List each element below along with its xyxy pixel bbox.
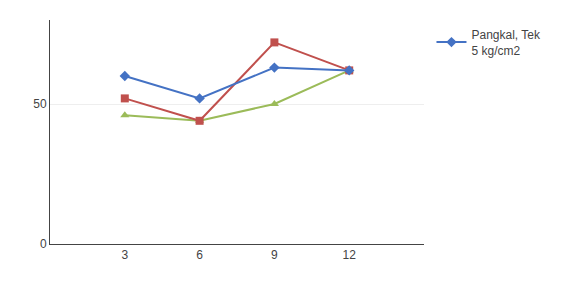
svg-text:Pangkal, Tek5 kg/cm2: Pangkal, Tek5 kg/cm2 bbox=[471, 28, 540, 58]
svg-text:6: 6 bbox=[196, 248, 203, 262]
svg-text:50: 50 bbox=[33, 97, 47, 111]
svg-text:9: 9 bbox=[271, 248, 278, 262]
svg-text:12: 12 bbox=[343, 248, 357, 262]
svg-text:3: 3 bbox=[121, 248, 128, 262]
svg-text:0: 0 bbox=[40, 237, 47, 251]
